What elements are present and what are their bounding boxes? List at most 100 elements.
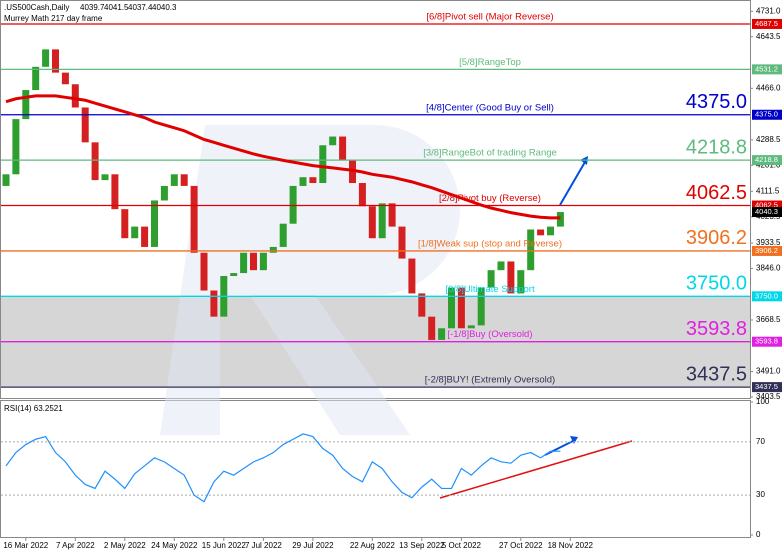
candle-body <box>457 287 465 329</box>
candle-body <box>418 293 426 317</box>
candle-body <box>141 226 149 247</box>
x-tick-label: 16 Mar 2022 <box>3 541 48 550</box>
candle-body <box>428 316 436 340</box>
y-tick-label: 4466.0 <box>756 83 781 92</box>
candle-body <box>299 177 307 186</box>
price-tag <box>752 155 782 166</box>
moving-average <box>5 94 561 220</box>
candle-body <box>61 72 69 85</box>
price-tag-label: 4375.0 <box>755 110 778 119</box>
candle-body <box>279 223 287 247</box>
price-tag-label: 4062.5 <box>755 201 778 210</box>
y-tick-label: 3933.5 <box>756 238 781 247</box>
candle-body <box>517 270 525 294</box>
x-tick-label: 7 Jul 2022 <box>245 541 282 550</box>
x-tick-label: 13 Sep 2022 <box>399 541 445 550</box>
candle-body <box>537 229 545 236</box>
candle-body <box>91 142 99 181</box>
candle-body <box>319 145 327 184</box>
arrow <box>544 439 576 456</box>
level-label: [0/8]Ultimate Support <box>445 284 535 295</box>
candle-body <box>200 252 208 291</box>
candle-body <box>358 183 366 207</box>
candle-body <box>230 273 238 276</box>
price-tag-label: 3593.8 <box>755 337 778 346</box>
x-tick-label: 22 Aug 2022 <box>350 541 395 550</box>
candle-body <box>52 49 59 73</box>
price-tag <box>752 109 782 120</box>
price-tag <box>752 18 782 29</box>
candle-body <box>497 261 505 271</box>
y-tick-label: 4111.5 <box>756 186 780 195</box>
level-label: [6/8]Pivot sell (Major Reverse) <box>426 11 553 22</box>
y-tick-label: 3491.0 <box>756 367 781 376</box>
current-price-label: 4040.3 <box>755 207 778 216</box>
level-label: [-2/8]BUY! (Extremly Oversold) <box>425 375 555 386</box>
candle-body <box>527 229 535 271</box>
candle-body <box>438 328 446 340</box>
rsi-tick-label: 100 <box>756 397 770 406</box>
candle-body <box>71 84 79 108</box>
x-tick-label: 7 Apr 2022 <box>56 541 95 550</box>
price-tag-label: 4218.8 <box>755 155 778 164</box>
y-tick-label: 4643.5 <box>756 32 781 41</box>
candle-body <box>329 136 337 146</box>
candle-body <box>22 90 30 120</box>
candle-body <box>170 174 178 186</box>
arrow-head <box>570 436 578 444</box>
price-tag-label: 3437.5 <box>755 382 778 391</box>
candle-body <box>151 200 158 247</box>
level-label: [3/8]RangeBot of trading Range <box>423 148 557 159</box>
x-tick-label: 27 Oct 2022 <box>499 541 543 550</box>
candle-body <box>81 107 89 143</box>
candle-body <box>487 270 495 288</box>
price-tag <box>752 245 782 256</box>
candle-body <box>12 119 20 175</box>
level-price: 4062.5 <box>686 182 747 204</box>
watermark <box>160 125 460 435</box>
level-label: [5/8]RangeTop <box>459 57 521 68</box>
candle-body <box>111 174 119 210</box>
rsi-title: RSI(14) 63.2521 <box>4 404 63 413</box>
price-tag <box>752 382 782 393</box>
y-tick-label: 3846.0 <box>756 264 781 273</box>
candle-body <box>507 261 515 294</box>
candle-body <box>289 185 297 224</box>
indicator-name: Murrey Math 217 day frame <box>4 14 103 23</box>
rsi-line <box>5 433 561 503</box>
level-price: 4218.8 <box>686 136 747 158</box>
trend-line <box>439 440 633 499</box>
low-value: 4037.4 <box>128 3 153 12</box>
price-tag-label: 3750.0 <box>755 291 778 300</box>
y-tick-label: 4731.0 <box>756 6 781 15</box>
candle-body <box>309 177 317 184</box>
price-tag-label: 4687.5 <box>755 19 778 28</box>
candle-body <box>121 209 129 239</box>
x-tick-label: 29 Jul 2022 <box>292 541 334 550</box>
x-tick-label: 15 Jun 2022 <box>202 541 247 550</box>
rsi-tick-label: 30 <box>756 490 765 499</box>
rsi-tick-label: 70 <box>756 437 765 446</box>
candle-body <box>2 174 10 186</box>
level-label: [4/8]Center (Good Buy or Sell) <box>426 102 554 113</box>
candle-body <box>388 203 396 227</box>
x-tick-label: 2 May 2022 <box>104 541 146 550</box>
candle-body <box>448 287 455 329</box>
price-tag <box>752 64 782 75</box>
price-tag-label: 3906.2 <box>755 246 778 255</box>
candle-body <box>32 66 40 91</box>
candle-body <box>467 325 475 329</box>
candle-body <box>477 287 485 326</box>
level-price: 3906.2 <box>686 227 747 249</box>
candle-body <box>131 226 139 239</box>
candle-body <box>101 174 109 181</box>
price-tag <box>752 200 782 211</box>
rsi-tick-label: 0 <box>756 530 761 539</box>
price-tag-label: 4531.2 <box>755 64 778 73</box>
candle-body <box>180 174 188 186</box>
price-tag <box>752 336 782 347</box>
candle-body <box>408 258 416 294</box>
candle-body <box>190 185 198 253</box>
candle-body <box>160 185 168 201</box>
candle-body <box>240 252 248 274</box>
